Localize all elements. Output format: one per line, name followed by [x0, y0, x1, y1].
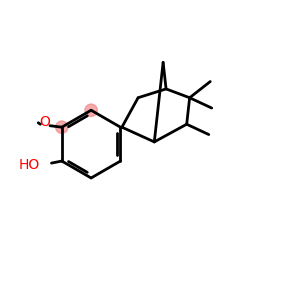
Text: O: O — [40, 115, 50, 129]
Circle shape — [85, 104, 97, 116]
Text: HO: HO — [19, 158, 40, 172]
Circle shape — [56, 121, 68, 134]
